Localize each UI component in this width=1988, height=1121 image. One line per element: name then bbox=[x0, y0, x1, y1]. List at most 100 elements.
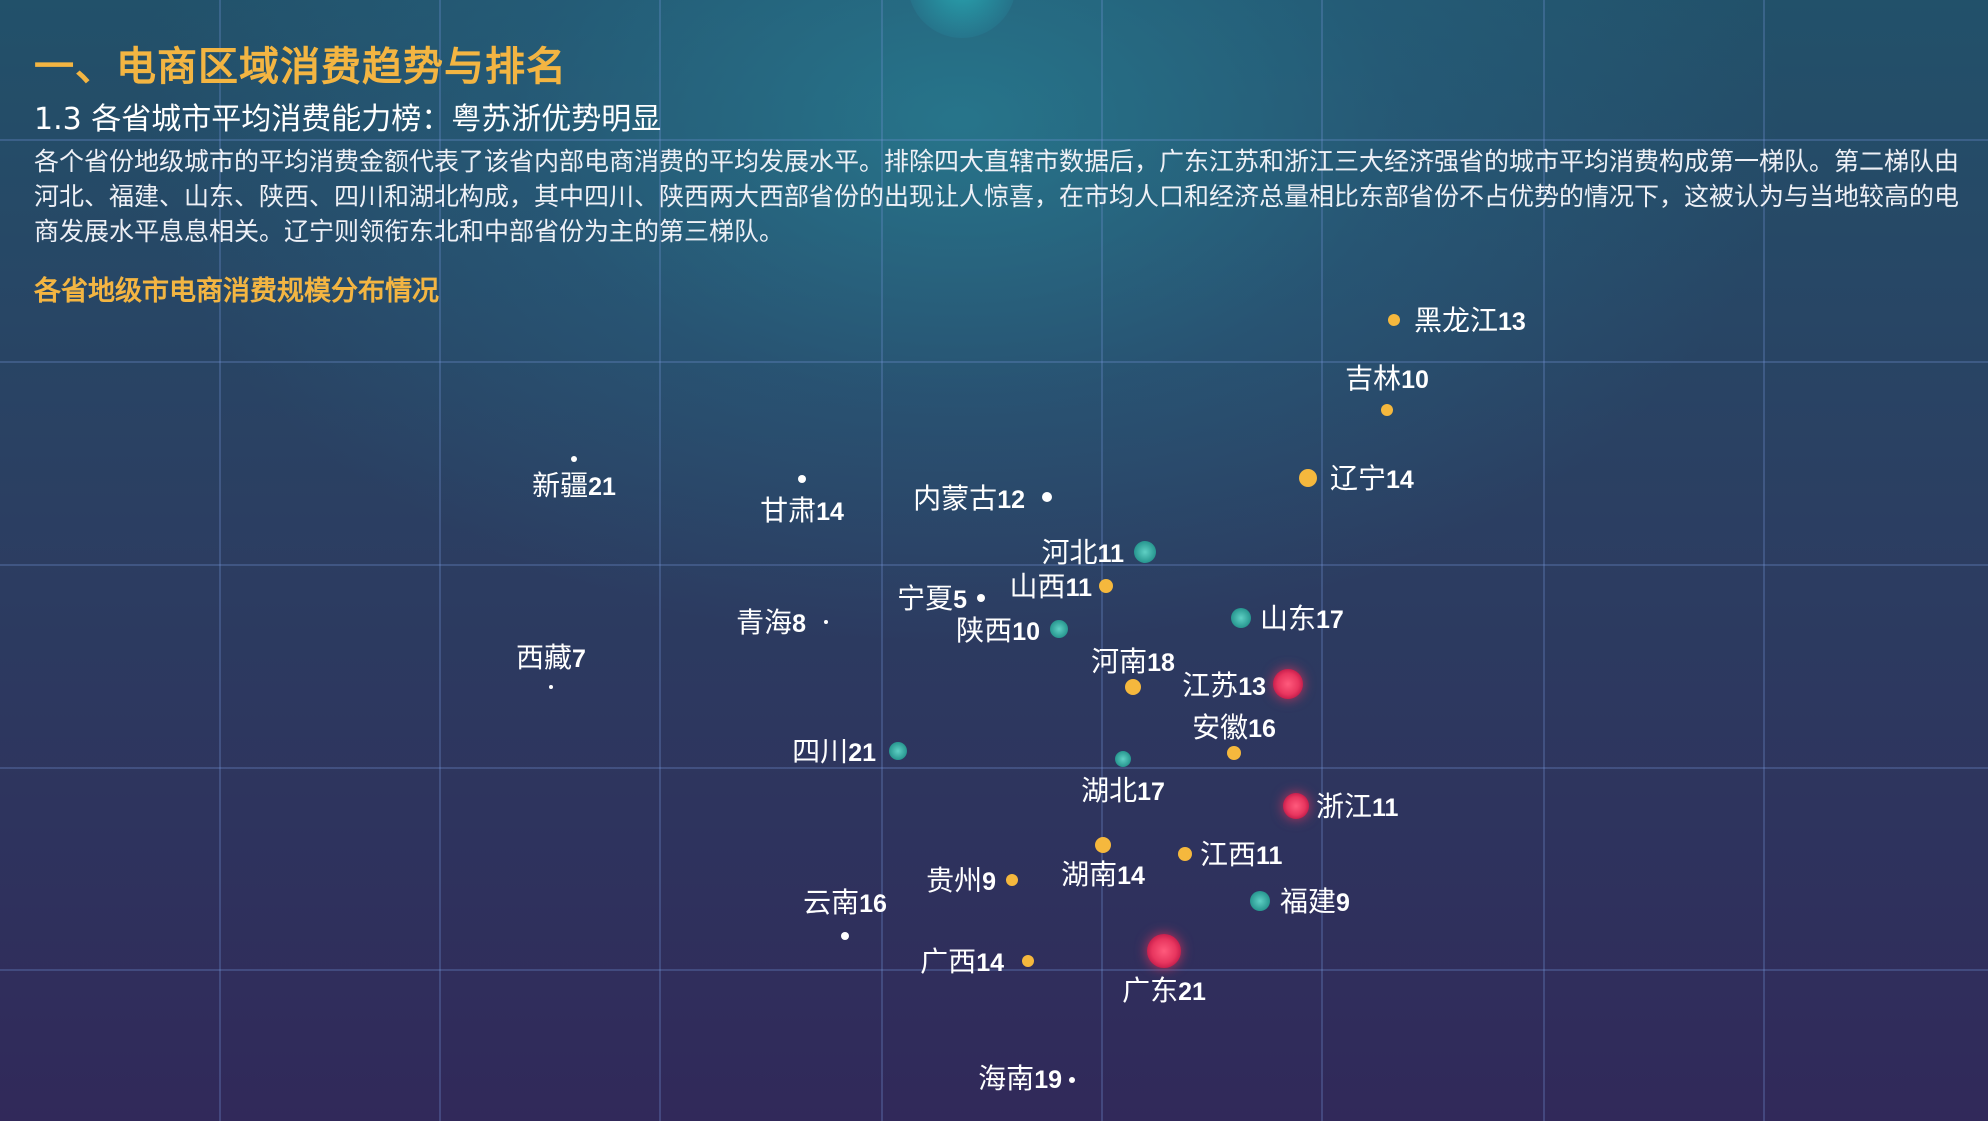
province-label: 贵州9 bbox=[926, 864, 996, 897]
province-point[interactable]: 江苏13 bbox=[1182, 669, 1303, 702]
province-dot[interactable] bbox=[1381, 404, 1393, 416]
province-label: 青海8 bbox=[736, 606, 806, 639]
province-name: 福建 bbox=[1280, 885, 1336, 918]
province-name: 甘肃 bbox=[760, 494, 816, 527]
province-name: 浙江 bbox=[1316, 790, 1372, 823]
province-dot[interactable] bbox=[1231, 608, 1251, 628]
province-point[interactable]: 贵州9 bbox=[926, 864, 1018, 897]
province-dot[interactable] bbox=[1099, 579, 1113, 593]
province-label: 云南16 bbox=[803, 886, 887, 919]
province-name: 江西 bbox=[1200, 838, 1256, 871]
province-name: 新疆 bbox=[532, 469, 588, 502]
province-dot[interactable] bbox=[1299, 469, 1317, 487]
province-name: 广西 bbox=[920, 945, 976, 978]
province-label: 黑龙江13 bbox=[1414, 304, 1526, 337]
province-point[interactable]: 四川21 bbox=[792, 735, 907, 768]
province-name: 四川 bbox=[792, 735, 848, 768]
province-point[interactable]: 海南19 bbox=[978, 1062, 1075, 1095]
province-dot[interactable] bbox=[1050, 620, 1068, 638]
province-dot[interactable] bbox=[1042, 492, 1052, 502]
province-point[interactable]: 西藏7 bbox=[516, 641, 586, 689]
province-label: 宁夏5 bbox=[897, 582, 967, 615]
province-dot[interactable] bbox=[1388, 314, 1400, 326]
province-point[interactable]: 青海8 bbox=[736, 606, 828, 639]
province-point[interactable]: 湖北17 bbox=[1081, 751, 1165, 807]
province-dot[interactable] bbox=[1250, 891, 1270, 911]
province-dot[interactable] bbox=[1125, 679, 1141, 695]
province-count: 21 bbox=[1178, 978, 1206, 1006]
province-dot[interactable] bbox=[1006, 874, 1018, 886]
province-dot[interactable] bbox=[1022, 955, 1034, 967]
province-dot[interactable] bbox=[841, 932, 849, 940]
province-count: 7 bbox=[572, 645, 586, 673]
province-dot[interactable] bbox=[1227, 746, 1241, 760]
province-count: 11 bbox=[1066, 574, 1093, 602]
province-point[interactable]: 山东17 bbox=[1231, 602, 1344, 635]
province-point[interactable]: 辽宁14 bbox=[1299, 462, 1414, 495]
province-label: 陕西10 bbox=[956, 614, 1040, 647]
province-dot[interactable] bbox=[798, 475, 806, 483]
province-point[interactable]: 黑龙江13 bbox=[1388, 304, 1526, 337]
province-label: 江苏13 bbox=[1182, 669, 1266, 702]
province-name: 山西 bbox=[1010, 570, 1066, 603]
province-dot[interactable] bbox=[977, 594, 985, 602]
province-dot[interactable] bbox=[1283, 793, 1309, 819]
province-dot[interactable] bbox=[1069, 1077, 1075, 1083]
province-label: 内蒙古12 bbox=[913, 482, 1025, 515]
province-count: 19 bbox=[1034, 1066, 1062, 1094]
province-dot[interactable] bbox=[824, 620, 828, 624]
province-label: 广西14 bbox=[920, 945, 1004, 978]
province-label: 新疆21 bbox=[532, 469, 616, 502]
province-point[interactable]: 内蒙古12 bbox=[913, 482, 1052, 515]
province-count: 21 bbox=[848, 739, 876, 767]
province-count: 14 bbox=[1117, 862, 1145, 890]
province-label: 西藏7 bbox=[516, 641, 586, 674]
province-label: 四川21 bbox=[792, 735, 876, 768]
province-label: 甘肃14 bbox=[760, 494, 844, 527]
province-dot[interactable] bbox=[571, 456, 577, 462]
province-point[interactable]: 湖南14 bbox=[1061, 837, 1145, 891]
province-count: 17 bbox=[1316, 606, 1344, 634]
province-dot[interactable] bbox=[1273, 669, 1303, 699]
province-point[interactable]: 山西11 bbox=[1010, 570, 1113, 603]
province-dot[interactable] bbox=[1134, 541, 1156, 563]
province-name: 陕西 bbox=[956, 614, 1012, 647]
province-dot[interactable] bbox=[889, 742, 907, 760]
section-subtitle: 1.3 各省城市平均消费能力榜：粤苏浙优势明显 bbox=[34, 102, 662, 137]
province-point[interactable]: 甘肃14 bbox=[760, 475, 844, 527]
province-point[interactable]: 广东21 bbox=[1122, 934, 1206, 1007]
province-dot[interactable] bbox=[1095, 837, 1111, 853]
province-point[interactable]: 江西11 bbox=[1178, 838, 1283, 871]
province-point[interactable]: 福建9 bbox=[1250, 885, 1350, 918]
province-dot[interactable] bbox=[1115, 751, 1131, 767]
province-point[interactable]: 陕西10 bbox=[956, 614, 1068, 647]
description-paragraph: 各个省份地级城市的平均消费金额代表了该省内部电商消费的平均发展水平。排除四大直辖… bbox=[34, 147, 1960, 246]
province-name: 辽宁 bbox=[1330, 462, 1386, 495]
province-label: 福建9 bbox=[1280, 885, 1350, 918]
province-point[interactable]: 安徽16 bbox=[1192, 711, 1276, 760]
province-point[interactable]: 河北11 bbox=[1042, 536, 1156, 569]
province-dot[interactable] bbox=[549, 685, 553, 689]
province-label: 浙江11 bbox=[1316, 790, 1399, 823]
province-count: 18 bbox=[1147, 649, 1175, 677]
province-label: 广东21 bbox=[1122, 974, 1206, 1007]
province-point[interactable]: 新疆21 bbox=[532, 456, 616, 502]
province-label: 山西11 bbox=[1010, 570, 1093, 603]
header: 一、电商区域消费趋势与排名 1.3 各省城市平均消费能力榜：粤苏浙优势明显 各个… bbox=[34, 42, 1964, 249]
province-point[interactable]: 浙江11 bbox=[1283, 790, 1399, 823]
province-point[interactable]: 广西14 bbox=[920, 945, 1034, 978]
province-point[interactable]: 河南18 bbox=[1091, 645, 1175, 695]
province-count: 14 bbox=[1386, 466, 1414, 494]
province-count: 13 bbox=[1498, 308, 1526, 336]
province-point[interactable]: 吉林10 bbox=[1345, 362, 1429, 416]
province-point[interactable]: 宁夏5 bbox=[897, 582, 985, 615]
province-point[interactable]: 云南16 bbox=[803, 886, 887, 940]
province-dot[interactable] bbox=[1178, 847, 1192, 861]
province-name: 青海 bbox=[736, 606, 792, 639]
province-name: 贵州 bbox=[926, 864, 982, 897]
province-label: 安徽16 bbox=[1192, 711, 1276, 744]
province-name: 江苏 bbox=[1182, 669, 1238, 702]
province-dot[interactable] bbox=[1147, 934, 1181, 968]
